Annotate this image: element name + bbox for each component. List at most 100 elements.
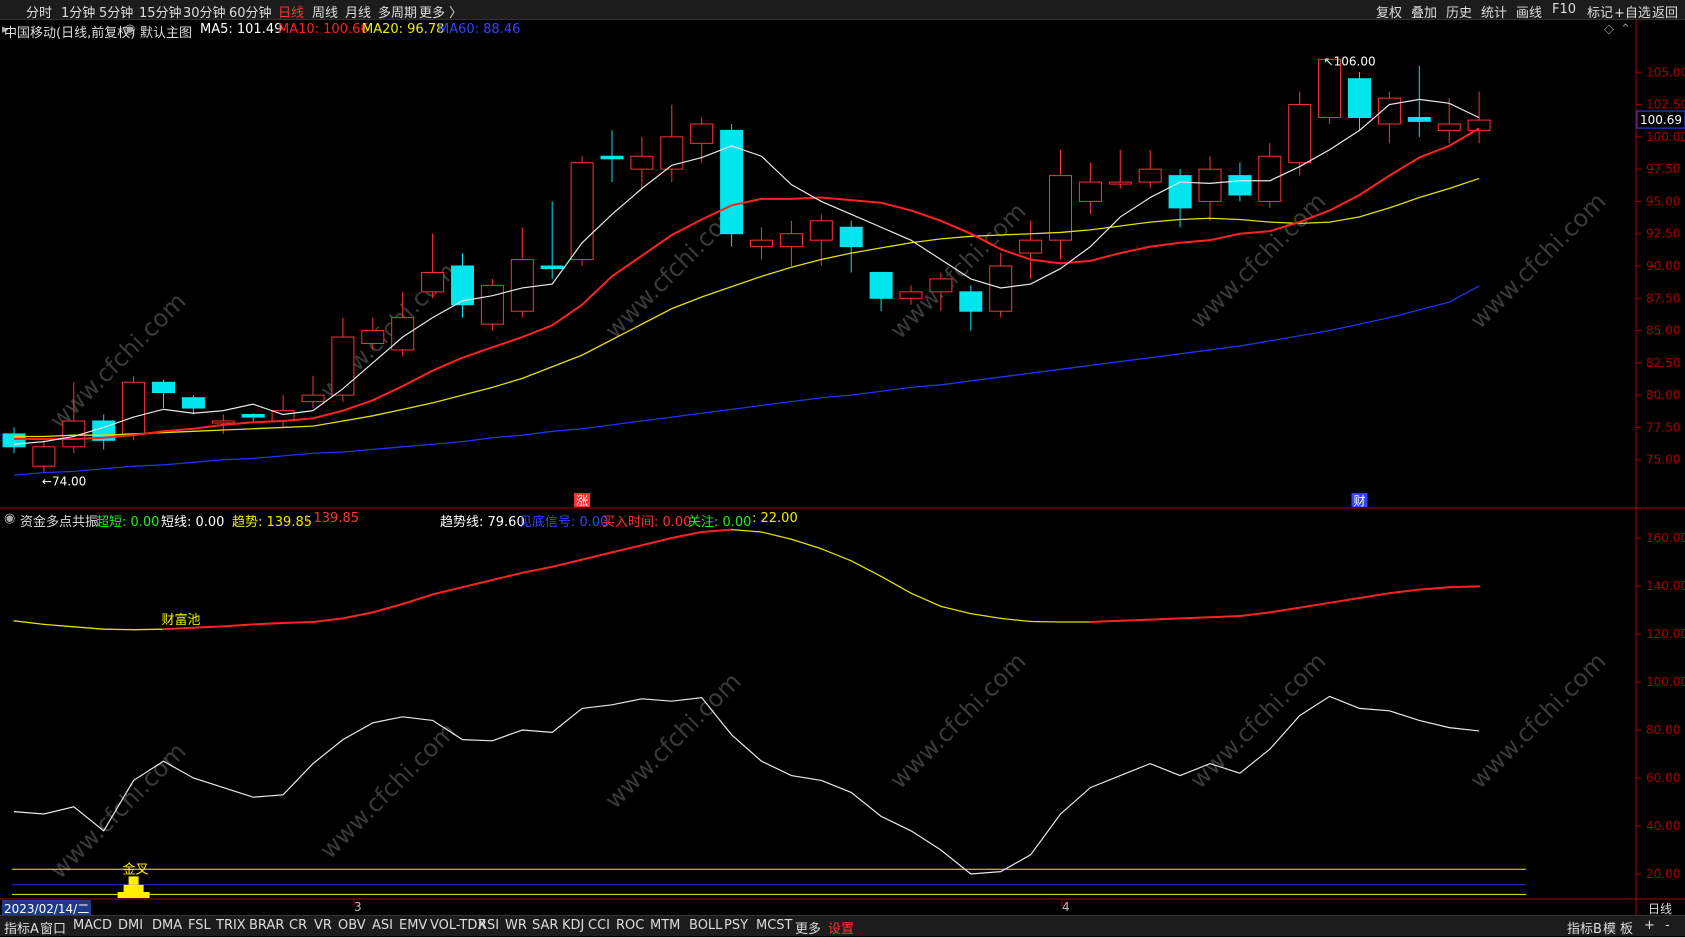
indicator-right-3[interactable]: + xyxy=(1644,918,1655,933)
period-tab-0[interactable]: 分时 xyxy=(26,2,52,21)
tool-button-0[interactable]: 复权 xyxy=(1376,2,1402,21)
indicator-tab-14[interactable]: RSI xyxy=(478,918,499,933)
candle-body xyxy=(153,382,175,392)
diamond-icon[interactable]: ◇ xyxy=(1604,22,1614,37)
trend-segment xyxy=(492,573,522,580)
candle-body xyxy=(1408,117,1430,121)
tool-button-2[interactable]: 历史 xyxy=(1446,2,1472,21)
trend-segment xyxy=(1449,586,1479,587)
period-tab-9[interactable]: 多周期 xyxy=(378,2,417,21)
period-tab-6[interactable]: 日线 xyxy=(278,2,304,21)
indicator-tab-6[interactable]: TRIX xyxy=(216,918,246,933)
label-duanxian: 短线: 0.00 xyxy=(161,511,224,530)
candle-body xyxy=(212,421,234,423)
price-tick-label: 77.50 xyxy=(1646,420,1680,434)
watermark-text: www.cfchi.com xyxy=(44,287,191,434)
indicator-tab-20[interactable]: MTM xyxy=(650,918,680,933)
candle-body xyxy=(481,285,503,324)
indicator-tab-3[interactable]: DMI xyxy=(118,918,143,933)
indicator-tab-18[interactable]: CCI xyxy=(588,918,610,933)
indicator-tab-23[interactable]: MCST xyxy=(756,918,793,933)
tool-button-8[interactable]: 返回 xyxy=(1652,2,1678,21)
template-name[interactable]: 默认主图 xyxy=(140,22,192,41)
trend-segment xyxy=(1389,590,1419,594)
trend-segment xyxy=(881,576,911,593)
indicator-right-4[interactable]: - xyxy=(1665,918,1670,933)
period-tab-4[interactable]: 30分钟 xyxy=(183,2,226,21)
watermark-text: www.cfchi.com xyxy=(1464,647,1611,794)
trend-segment xyxy=(941,606,971,613)
indicator-tab-21[interactable]: BOLL xyxy=(689,918,722,933)
watermark-text: www.cfchi.com xyxy=(599,197,746,344)
candle xyxy=(33,440,55,472)
template-icon[interactable]: ◉ xyxy=(124,22,135,37)
indicator-right-1[interactable]: 模 xyxy=(1603,918,1616,937)
candle xyxy=(900,285,922,304)
indicator-tab-2[interactable]: MACD xyxy=(73,918,112,933)
stock-title: 中国移动(日线,前复权) xyxy=(4,22,135,41)
sub-tick-label: 140.00 xyxy=(1646,579,1685,593)
indicator-right-2[interactable]: 板 xyxy=(1620,918,1633,937)
period-tab-3[interactable]: 15分钟 xyxy=(139,2,182,21)
tool-button-5[interactable]: F10 xyxy=(1552,2,1576,17)
period-tab-1[interactable]: 1分钟 xyxy=(61,2,95,21)
candle xyxy=(63,382,85,453)
indicator-tab-11[interactable]: ASI xyxy=(372,918,393,933)
tool-button-3[interactable]: 统计 xyxy=(1481,2,1507,21)
trend-segment xyxy=(463,580,493,587)
tool-button-1[interactable]: 叠加 xyxy=(1411,2,1437,21)
tool-button-6[interactable]: 标记 xyxy=(1587,2,1613,21)
trend-segment xyxy=(762,532,792,539)
indicator-tab-15[interactable]: WR xyxy=(505,918,527,933)
collapse-up-icon[interactable]: ⌃ xyxy=(1620,22,1631,37)
indicator-right-0[interactable]: 指标B xyxy=(1567,918,1602,937)
sub-chart-info: ◉ 资金多点共振 超短: 0.00 短线: 0.00 趋势: 139.85 : … xyxy=(0,510,1540,528)
tool-button-7[interactable]: +自选 xyxy=(1614,2,1651,21)
indicator-tab-7[interactable]: BRAR xyxy=(249,918,284,933)
indicator-tab-19[interactable]: ROC xyxy=(616,918,644,933)
period-tab-2[interactable]: 5分钟 xyxy=(99,2,133,21)
indicator-tab-10[interactable]: OBV xyxy=(338,918,366,933)
indicator-tab-24[interactable]: 更多 xyxy=(795,918,821,937)
candle xyxy=(1319,59,1341,124)
ma60-line xyxy=(14,286,1479,475)
indicator-tab-8[interactable]: CR xyxy=(289,918,307,933)
period-tab-8[interactable]: 月线 xyxy=(345,2,371,21)
period-tab-5[interactable]: 60分钟 xyxy=(229,2,272,21)
ma60-label: MA60: 88.46 xyxy=(438,22,520,37)
candle xyxy=(3,427,25,453)
candle-body xyxy=(1349,79,1371,118)
indicator-title[interactable]: 资金多点共振 xyxy=(20,511,98,530)
candle xyxy=(392,292,414,357)
trendline-series xyxy=(14,696,1479,874)
indicator-tab-9[interactable]: VR xyxy=(314,918,332,933)
watermark-text: www.cfchi.com xyxy=(314,257,461,404)
indicator-tab-1[interactable]: 窗口 xyxy=(40,918,66,937)
candle xyxy=(302,376,324,408)
indicator-tab-16[interactable]: SAR xyxy=(532,918,558,933)
label-jiandi: 见底信号: 0.00 xyxy=(519,511,608,530)
indicator-tab-5[interactable]: FSL xyxy=(188,918,211,933)
wealth-pool-label: 财富池 xyxy=(162,612,201,628)
indicator-tab-22[interactable]: PSY xyxy=(724,918,748,933)
indicator-tab-4[interactable]: DMA xyxy=(152,918,182,933)
trend-segment xyxy=(1300,603,1330,608)
indicator-tab-17[interactable]: KDJ xyxy=(562,918,584,933)
period-tab-7[interactable]: 周线 xyxy=(312,2,338,21)
indicator-tab-25[interactable]: 设置 xyxy=(828,918,854,937)
price-tick-label: 102.50 xyxy=(1646,98,1685,112)
tool-button-4[interactable]: 画线 xyxy=(1516,2,1542,21)
golden-cross-bar-mid xyxy=(124,885,144,892)
price-tick-label: 105.00 xyxy=(1646,65,1685,79)
period-tab-10[interactable]: 更多 〉 xyxy=(419,2,462,21)
ma5-label: MA5: 101.49 xyxy=(200,22,282,37)
candle-body xyxy=(392,318,414,350)
candle-body xyxy=(541,266,563,269)
time-axis: 2023/02/14/二 3 4 日线 xyxy=(0,901,1685,915)
trend-segment xyxy=(1180,617,1210,618)
sub-tick-label: 120.00 xyxy=(1646,627,1685,641)
indicator-tab-0[interactable]: 指标A xyxy=(4,918,39,937)
indicator-tab-12[interactable]: EMV xyxy=(399,918,427,933)
sub-collapse-icon[interactable]: ◉ xyxy=(4,511,15,526)
